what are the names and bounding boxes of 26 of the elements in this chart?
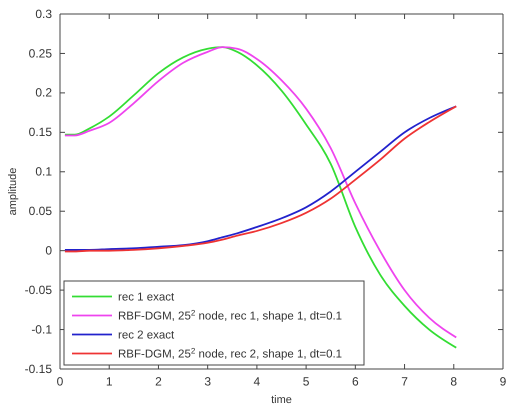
legend-label: rec 1 exact [118,292,176,304]
legend-label: RBF-DGM, 25$^{2}$ node, rec 2, shape 1, dt=0.1 [118,346,342,360]
x-tick-label: 6 [352,374,359,389]
legend-label: RBF-DGM, 25$^{2}$ node, rec 1, shape 1, dt=0.1 [118,308,342,322]
x-tick-label: 9 [500,374,507,389]
y-tick-label: -0.15 [24,362,52,376]
x-axis-title: time [271,394,292,406]
y-tick-label: 0.1 [35,164,52,179]
y-axis-title: amplitude [7,168,19,216]
x-tick-label: 0 [56,374,64,389]
x-tick-label: 4 [254,374,261,389]
x-tick-label: 2 [155,374,162,389]
x-tick-label: 5 [302,374,310,389]
x-tick-label: 8 [450,374,458,389]
y-tick-label: 0.3 [35,6,52,21]
x-tick-label: 3 [204,374,212,389]
y-tick-label: 0.05 [28,204,52,218]
y-tick-label: 0.15 [28,125,52,140]
y-tick-label: 0.2 [35,86,52,100]
y-tick-label: -0.1 [31,322,52,336]
x-tick-label: 7 [401,374,408,389]
legend-label: rec 2 exact [118,330,176,342]
x-tick-label: 1 [106,374,113,389]
y-tick-label: 0.25 [28,46,52,60]
y-tick-label: 0 [45,244,52,258]
y-tick-label: -0.05 [24,282,52,297]
